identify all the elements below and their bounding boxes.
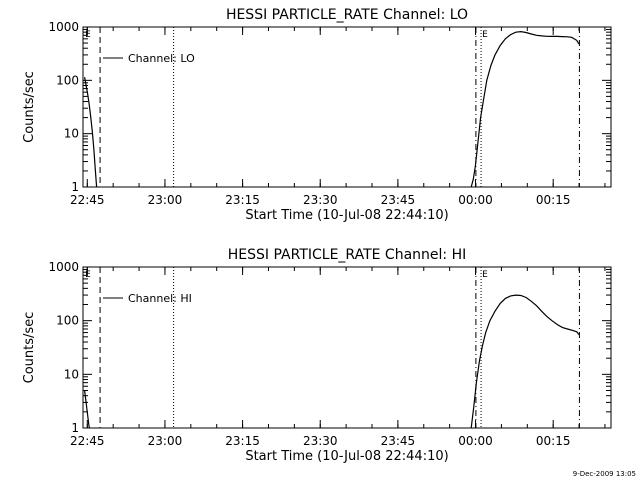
x-tick-label: 00:00 (458, 434, 493, 448)
y-tick-label: 1 (71, 421, 79, 435)
x-axis-label: Start Time (10-Jul-08 22:44:10) (245, 208, 448, 223)
y-axis-label: Counts/sec (22, 71, 37, 143)
x-tick-label: 22:45 (70, 434, 105, 448)
x-axis-label: Start Time (10-Jul-08 22:44:10) (245, 449, 448, 464)
y-tick-label: 10 (64, 127, 79, 141)
panel-lo: HESSI PARTICLE_RATE Channel: LO 22:45 23:0… (22, 7, 612, 223)
chart-title: HESSI PARTICLE_RATE Channel: HI (228, 247, 466, 263)
chart-title: HESSI PARTICLE_RATE Channel: LO (226, 7, 468, 23)
flag-label: E (482, 30, 488, 40)
x-tick-label: 00:00 (458, 193, 493, 207)
y-tick-label: 1 (71, 180, 79, 194)
x-tick-label: 23:15 (225, 434, 260, 448)
x-tick-label: 23:00 (148, 193, 183, 207)
y-axis-label: Counts/sec (22, 312, 37, 384)
series-line (84, 294, 580, 428)
panel-hi: HESSI PARTICLE_RATE Channel: HI 22:45 23:0… (22, 247, 612, 464)
x-tick-label: 23:30 (303, 193, 338, 207)
y-tick-label: 100 (56, 314, 79, 328)
plot-frame (82, 26, 612, 188)
x-tick-label: 23:45 (381, 434, 416, 448)
x-tick-label: 23:15 (225, 193, 260, 207)
series-line (84, 30, 580, 187)
legend-entry: Channel: HI (128, 292, 192, 305)
y-tick-label: 1000 (48, 20, 79, 34)
y-tick-label: 1000 (48, 260, 79, 274)
x-tick-label: 00:15 (536, 193, 571, 207)
y-tick-label: 100 (56, 73, 79, 87)
plot-frame (82, 266, 612, 429)
x-tick-label: 23:45 (381, 193, 416, 207)
x-tick-label: 00:15 (536, 434, 571, 448)
flag-label: E (85, 270, 91, 280)
x-tick-label: 22:45 (70, 193, 105, 207)
flag-label: E (85, 30, 91, 40)
legend-entry: Channel: LO (128, 52, 195, 65)
x-tick-label: 23:30 (303, 434, 338, 448)
timestamp: 9-Dec-2009 13:05 (573, 470, 636, 478)
x-tick-label: 23:00 (148, 434, 183, 448)
flag-label: E (482, 270, 488, 280)
y-tick-label: 10 (64, 367, 79, 381)
